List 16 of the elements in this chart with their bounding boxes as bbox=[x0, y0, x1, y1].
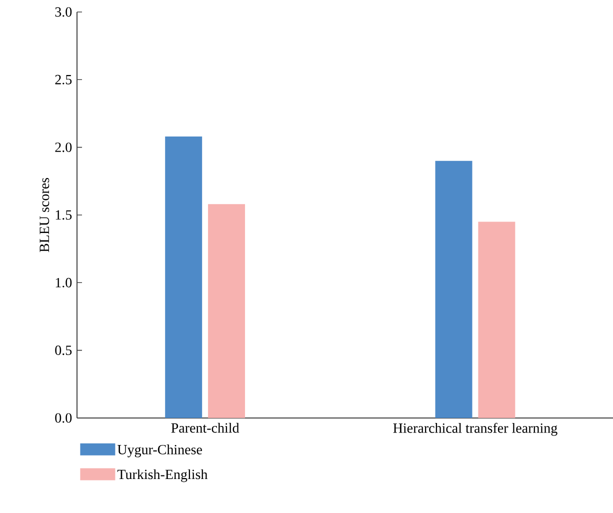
y-tick-label: 2.5 bbox=[55, 74, 72, 84]
y-tick-label: 1.5 bbox=[56, 210, 72, 220]
bar bbox=[208, 204, 246, 418]
y-axis-title: BLEU scores bbox=[40, 178, 50, 252]
legend-label: Uygur-Chinese bbox=[118, 444, 202, 458]
bar bbox=[165, 136, 202, 418]
y-tick-label: 0.0 bbox=[55, 413, 72, 423]
bar bbox=[478, 222, 516, 418]
x-tick-label: Parent-child bbox=[171, 422, 240, 433]
y-tick-label: 3.0 bbox=[55, 7, 72, 17]
y-tick-label: 0.5 bbox=[55, 346, 72, 356]
legend-label: Turkish-English bbox=[117, 469, 208, 482]
bar bbox=[435, 160, 472, 418]
x-tick-label: Hierarchical transfer learning bbox=[393, 422, 558, 436]
y-tick-label: 2.0 bbox=[55, 142, 72, 152]
y-tick-label: 1.0 bbox=[56, 278, 72, 288]
